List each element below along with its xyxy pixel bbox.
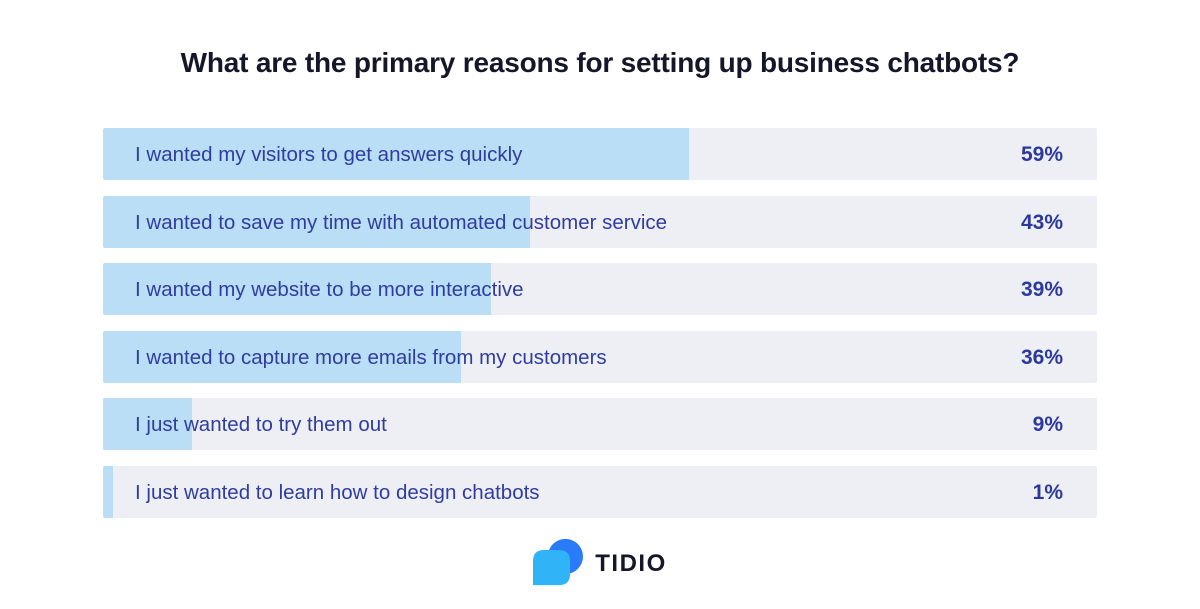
- bar-row: I just wanted to learn how to design cha…: [103, 465, 1097, 518]
- bar-label: I wanted to save my time with automated …: [135, 210, 668, 234]
- bar-label: I wanted my visitors to get answers quic…: [135, 143, 523, 166]
- bar-fill: [103, 128, 690, 180]
- bar-fill: [103, 465, 113, 518]
- bar-value-label: 1%: [1032, 480, 1063, 504]
- bar-fill: [103, 330, 461, 383]
- bar-fill: [103, 195, 531, 248]
- bar-chart: I wanted my visitors to get answers quic…: [103, 128, 1097, 533]
- bar-label: I just wanted to try them out: [135, 413, 387, 436]
- bar-row: I just wanted to try them out 9%: [103, 398, 1097, 450]
- bar-value-label: 43%: [1020, 210, 1063, 234]
- bar-label: I wanted to capture more emails from my …: [135, 345, 607, 369]
- bar-value-label: 36%: [1020, 345, 1063, 369]
- tidio-chat-bubbles-icon: [533, 538, 584, 586]
- logo-front-bubble: [533, 549, 571, 586]
- bar-row: I wanted my visitors to get answers quic…: [103, 128, 1097, 180]
- bar-label: I wanted my website to be more interacti…: [135, 278, 524, 301]
- bar-value-label: 9%: [1032, 413, 1063, 436]
- brand-footer: TIDIO: [0, 538, 1200, 586]
- bar-fill: [103, 398, 193, 450]
- bar-fill: [103, 263, 491, 315]
- bar-row: I wanted to capture more emails from my …: [103, 330, 1097, 383]
- brand-wordmark: TIDIO: [595, 550, 667, 577]
- bar-value-label: 59%: [1020, 143, 1063, 166]
- bar-value-label: 39%: [1020, 278, 1063, 301]
- bar-row: I wanted to save my time with automated …: [103, 195, 1097, 248]
- bar-label: I just wanted to learn how to design cha…: [135, 480, 540, 504]
- bar-row: I wanted my website to be more interacti…: [103, 263, 1097, 315]
- chart-title: What are the primary reasons for setting…: [180, 47, 1020, 78]
